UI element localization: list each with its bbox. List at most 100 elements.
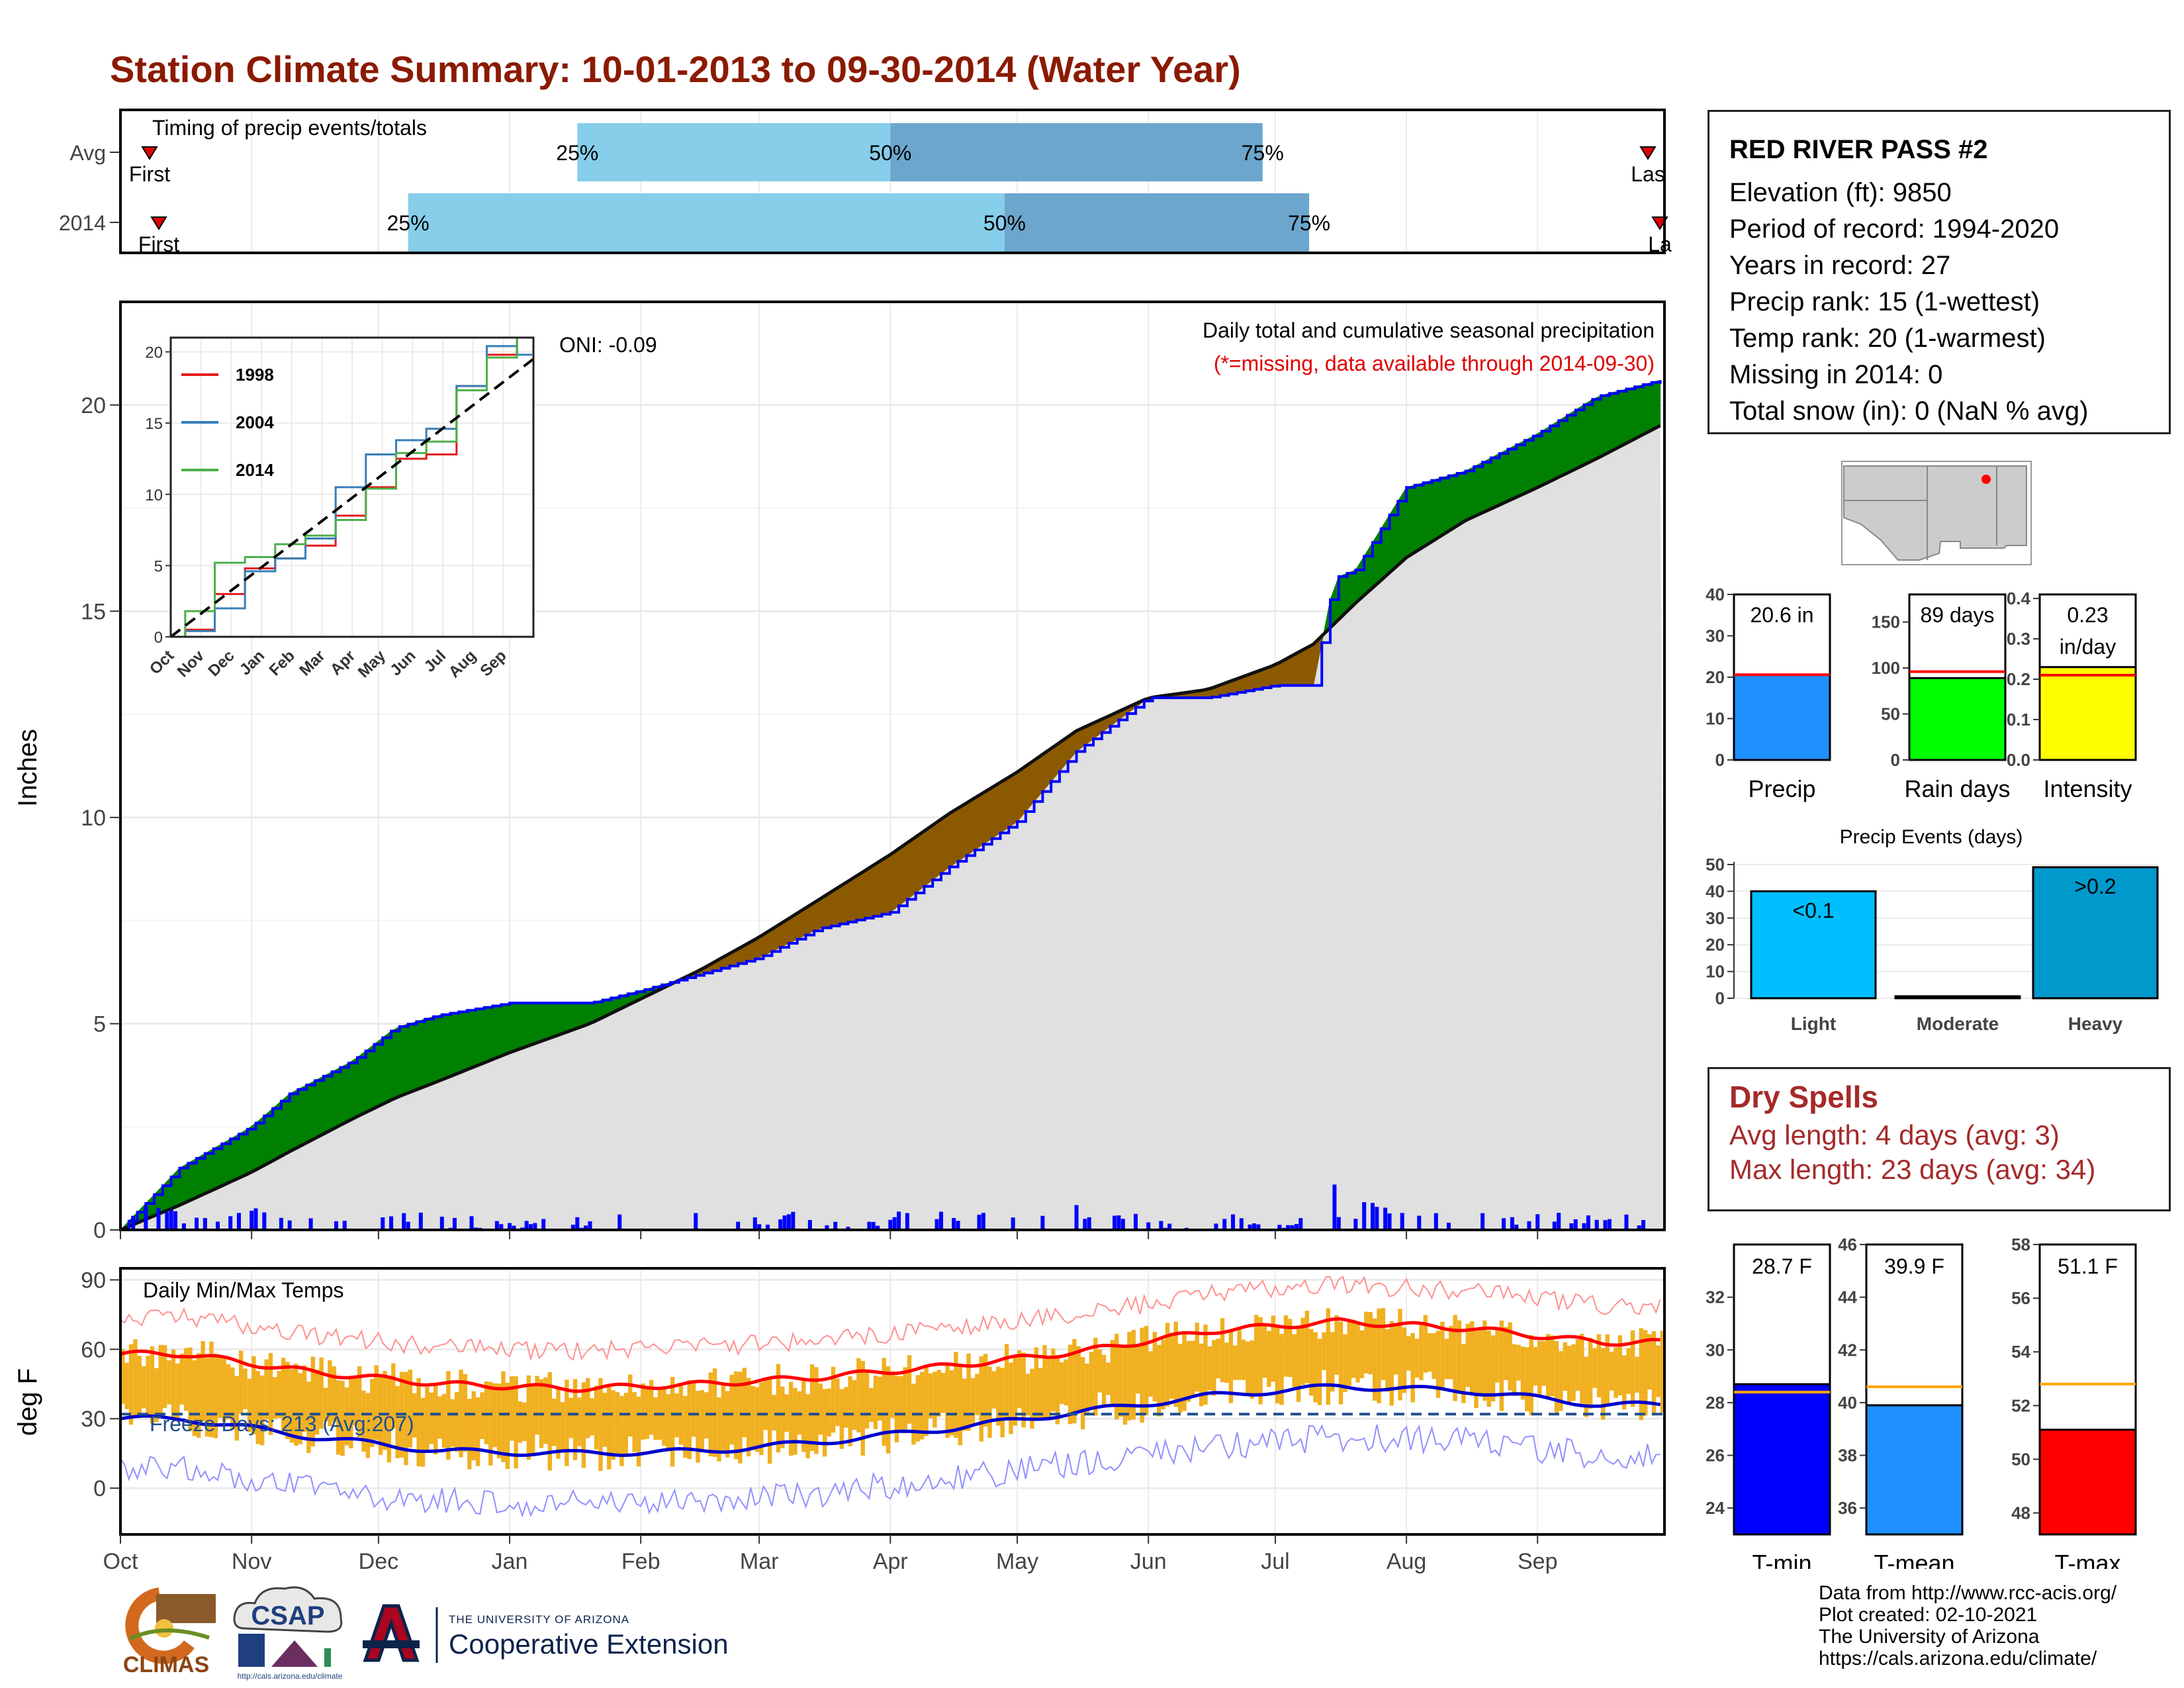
daily-temp-bar	[365, 1393, 371, 1458]
daily-temp-bar	[628, 1374, 633, 1437]
precip-deficit-segment	[999, 776, 1009, 834]
daily-precip-bar	[1332, 1184, 1337, 1230]
daily-temp-bar	[1554, 1340, 1559, 1415]
daily-temp-bar	[835, 1378, 840, 1427]
credit-university: The University of Arizona	[1819, 1626, 2040, 1648]
daily-precip-bar	[1383, 1207, 1388, 1230]
daily-precip-bar	[1120, 1219, 1125, 1230]
daily-precip-bar	[956, 1221, 960, 1230]
daily-temp-bar	[1195, 1323, 1199, 1392]
timing-p75-label: 75%	[1242, 141, 1284, 165]
daily-temp-bar	[1546, 1334, 1551, 1398]
daily-temp-bar	[1173, 1321, 1178, 1407]
mini-bar-tick-label: 30	[1706, 626, 1725, 646]
daily-precip-bar	[165, 1212, 169, 1230]
daily-temp-bar	[873, 1376, 878, 1430]
daily-precip-bar	[195, 1217, 199, 1230]
precip-deficit-segment	[966, 797, 976, 857]
daily-temp-bar	[945, 1366, 950, 1438]
daily-precip-bar	[1362, 1202, 1367, 1230]
daily-precip-bar	[1447, 1223, 1451, 1230]
daily-temp-bar	[150, 1346, 155, 1424]
record-high-line	[120, 1276, 1661, 1362]
daily-temp-bar	[700, 1389, 705, 1450]
daily-precip-bar	[1214, 1223, 1218, 1230]
precip-deficit-segment	[1008, 771, 1018, 828]
daily-precip-bar	[1159, 1221, 1163, 1230]
daily-temp-bar	[543, 1377, 548, 1444]
daily-temp-bar	[454, 1392, 459, 1452]
events-bar-label: <0.1	[1792, 898, 1834, 922]
temp-bar-name: T-min	[1752, 1550, 1812, 1569]
daily-temp-bar	[970, 1378, 976, 1425]
daily-temp-bar	[374, 1365, 379, 1440]
mini-bar-tick-label: 0	[1891, 750, 1900, 770]
daily-temp-bar	[289, 1369, 295, 1443]
daily-precip-bar	[1353, 1219, 1358, 1230]
csap-logo-text: CSAP	[251, 1601, 324, 1630]
inset-ytick-label: 5	[154, 557, 163, 575]
daily-temp-bar	[801, 1379, 806, 1452]
timing-first-marker	[141, 146, 158, 160]
events-bar-label: >0.2	[2074, 874, 2116, 898]
precip-deficit-segment	[940, 812, 950, 874]
daily-temp-bar	[805, 1394, 810, 1459]
precip-deficit-segment	[889, 848, 899, 914]
daily-temp-bar	[949, 1370, 954, 1436]
daily-precip-bar	[757, 1224, 762, 1230]
daily-temp-bar	[594, 1385, 599, 1450]
daily-precip-bar	[833, 1221, 838, 1230]
daily-temp-bar	[1609, 1351, 1614, 1391]
daily-temp-bar	[175, 1363, 180, 1419]
timing-first-label: First	[129, 162, 170, 186]
daily-precip-bar	[1527, 1221, 1531, 1230]
precip-surplus-segment	[1609, 391, 1619, 453]
daily-temp-bar	[302, 1365, 307, 1432]
daily-temp-bar	[408, 1370, 413, 1448]
inset-border	[169, 336, 535, 638]
daily-precip-bar	[867, 1221, 872, 1230]
daily-temp-bar	[581, 1382, 586, 1468]
timing-bar-q2	[890, 123, 1263, 181]
daily-temp-bar	[1504, 1327, 1508, 1380]
daily-temp-bar	[1093, 1337, 1098, 1416]
daily-precip-bar	[156, 1207, 161, 1230]
daily-temp-bar	[1101, 1354, 1107, 1408]
temp-bar-tick-label: 50	[2011, 1449, 2030, 1469]
inset-legend-label: 2014	[236, 460, 274, 480]
daily-temp-bar	[1580, 1333, 1584, 1404]
daily-temp-bar	[1377, 1308, 1381, 1403]
daily-temp-bar	[1110, 1340, 1115, 1404]
precip-surplus-segment	[1439, 475, 1449, 538]
precip-surplus-segment	[450, 1011, 459, 1077]
daily-precip-bar	[402, 1213, 406, 1230]
events-tick-label: 10	[1706, 962, 1725, 982]
daily-temp-bar	[222, 1356, 226, 1422]
daily-temp-bar	[531, 1385, 535, 1456]
mini-bar-name: Rain days	[1904, 775, 2010, 802]
precip-deficit-segment	[991, 782, 1001, 839]
month-label: Nov	[232, 1549, 271, 1574]
daily-temp-bar	[1402, 1327, 1407, 1393]
daily-temp-bar	[441, 1393, 447, 1448]
daily-temp-bar	[1622, 1355, 1627, 1410]
daily-temp-bar	[860, 1361, 865, 1456]
daily-temp-bar	[1106, 1362, 1111, 1395]
precip-surplus-segment	[500, 1002, 510, 1056]
daily-temp-bar	[653, 1397, 658, 1440]
station-name: RED RIVER PASS #2	[1729, 135, 1988, 164]
daily-precip-bar	[1134, 1213, 1138, 1230]
events-bar-Heavy	[2032, 866, 2159, 1000]
daily-precip-bar	[1510, 1217, 1514, 1230]
mini-bars: 0 10 20 30 40 20.6 in Precip 0 50 100 150 89 days Ra…	[1706, 585, 2137, 802]
daily-temp-bar	[141, 1366, 146, 1409]
temp-bar-value-label: 28.7 F	[1752, 1254, 1812, 1278]
daily-temp-bar	[1440, 1321, 1445, 1388]
daily-temp-bar	[247, 1378, 252, 1432]
daily-temp-bar	[1368, 1311, 1373, 1375]
locator-map	[1841, 461, 2032, 565]
precip-surplus-segment	[492, 1004, 502, 1060]
daily-temp-bar	[1406, 1336, 1411, 1371]
daily-temp-bar	[1258, 1317, 1263, 1405]
daily-precip-bar	[279, 1217, 283, 1230]
